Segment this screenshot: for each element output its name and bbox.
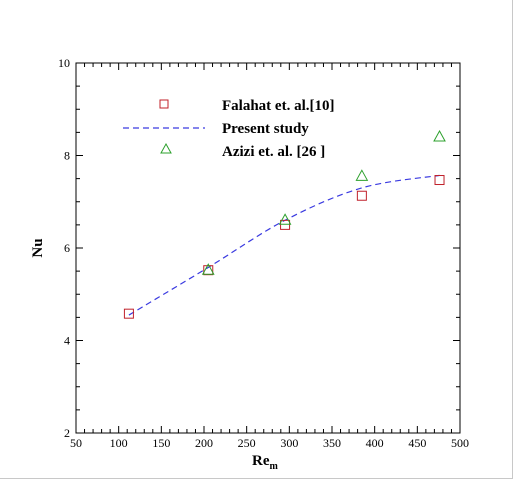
- y-tick-label: 4: [64, 334, 70, 348]
- legend-triangle-marker: [160, 142, 172, 154]
- x-tick-label: 250: [238, 436, 256, 450]
- point-falahat: [356, 190, 367, 201]
- series-line-present-study: [128, 174, 440, 316]
- y-tick-label: 6: [64, 241, 70, 255]
- point-falahat: [280, 219, 291, 230]
- x-tick-label: 100: [110, 436, 128, 450]
- x-tick-label: 300: [280, 436, 298, 450]
- legend-entry-azizi: Azizi et. al. [26 ]: [160, 142, 325, 160]
- series-layer: [123, 129, 446, 319]
- x-tick-label: 50: [70, 436, 82, 450]
- point-azizi: [201, 263, 215, 275]
- point-azizi: [433, 129, 446, 142]
- point-azizi: [278, 213, 292, 225]
- legend-entry-falahat: Falahat et. al.[10]: [159, 98, 334, 114]
- point-falahat: [434, 175, 445, 186]
- x-tick-label: 500: [451, 436, 469, 450]
- x-tick-label: 350: [323, 436, 341, 450]
- y-tick-label: 8: [64, 149, 70, 163]
- legend: Falahat et. al.[10] Present study Azizi …: [123, 98, 334, 160]
- legend-square-marker: [159, 99, 169, 109]
- x-tick-label: 150: [152, 436, 170, 450]
- legend-label-falahat: Falahat et. al.[10]: [222, 98, 334, 114]
- x-axis-title-subscript: m: [270, 461, 279, 472]
- point-azizi: [355, 169, 369, 181]
- x-axis-title: Rem: [252, 453, 279, 472]
- legend-entry-present-study: Present study: [123, 121, 309, 137]
- plot-area-frame: [75, 62, 461, 434]
- x-tick-label: 450: [408, 436, 426, 450]
- point-falahat: [123, 308, 134, 319]
- axis-ticks: [75, 62, 461, 434]
- x-tick-label: 400: [366, 436, 384, 450]
- y-axis-title: Nu: [30, 238, 46, 257]
- axis-tick-labels: 50 100 150 200 250 300 350 400 450 500 2 4 6 8 10: [58, 56, 469, 450]
- y-tick-label: 2: [64, 426, 70, 440]
- x-axis-title-main: Re: [252, 453, 270, 469]
- x-tick-label: 200: [195, 436, 213, 450]
- y-tick-label: 10: [58, 56, 70, 70]
- legend-label-present-study: Present study: [222, 121, 309, 137]
- legend-label-azizi: Azizi et. al. [26 ]: [222, 144, 325, 160]
